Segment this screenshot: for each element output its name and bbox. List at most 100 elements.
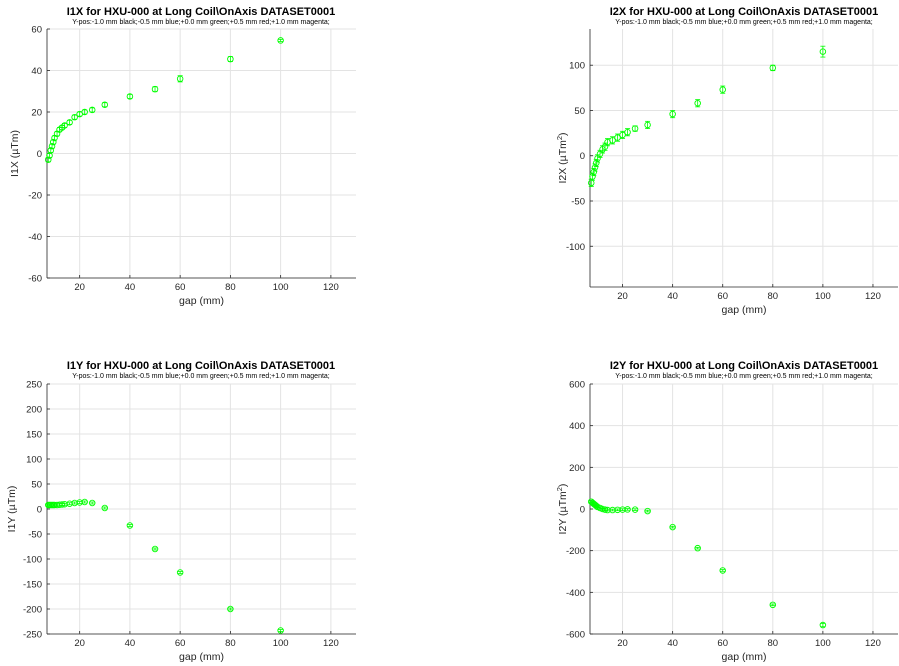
y-tick-label: 100 bbox=[26, 455, 42, 466]
y-tick-label: 20 bbox=[31, 108, 42, 119]
data-point bbox=[101, 101, 109, 108]
x-tick-label: 60 bbox=[175, 638, 186, 649]
data-point bbox=[88, 106, 96, 114]
data-point bbox=[227, 605, 234, 613]
x-tick-label: 100 bbox=[273, 282, 289, 293]
data-point bbox=[126, 522, 134, 529]
data-point bbox=[614, 134, 621, 141]
data-point bbox=[81, 108, 88, 116]
chart-subtitle: Y-pos:-1.0 mm black;-0.5 mm blue;+0.0 mm… bbox=[72, 19, 330, 26]
y-axis-label: I1X (µTm) bbox=[9, 130, 21, 177]
data-point bbox=[624, 128, 631, 136]
data-point bbox=[47, 147, 55, 154]
chart-title: I1Y for HXU-000 at Long Coil\OnAxis DATA… bbox=[67, 360, 335, 372]
chart-title: I1X for HXU-000 at Long Coil\OnAxis DATA… bbox=[67, 6, 336, 18]
y-axis-label: I2X (µTm2) bbox=[555, 132, 569, 183]
y-axis-label: I2Y (µTm2) bbox=[555, 484, 569, 535]
y-tick-label: -20 bbox=[28, 191, 42, 202]
chart-2: 20 40 60 80 100 120 -100 -50 0 50 100 I2X for HXU-0… bbox=[555, 6, 898, 316]
x-tick-label: 40 bbox=[125, 282, 136, 293]
y-tick-label: 50 bbox=[574, 106, 585, 117]
data-point bbox=[66, 119, 73, 126]
x-axis-label: gap (mm) bbox=[179, 295, 224, 307]
data-point bbox=[277, 37, 284, 44]
y-tick-label: -100 bbox=[566, 242, 585, 253]
data-point bbox=[50, 138, 57, 146]
y-axis-label-text: I2Y (µTm bbox=[557, 491, 569, 534]
data-point bbox=[81, 498, 88, 506]
y-tick-label: -400 bbox=[566, 588, 585, 599]
y-axis-label: I1Y (µTm) bbox=[6, 486, 18, 533]
y-tick-label: -60 bbox=[28, 274, 42, 285]
x-tick-label: 20 bbox=[74, 282, 85, 293]
x-tick-label: 120 bbox=[323, 638, 339, 649]
data-point bbox=[719, 567, 726, 574]
x-tick-label: 40 bbox=[125, 638, 136, 649]
y-tick-label: -250 bbox=[23, 630, 42, 641]
x-axis-label: gap (mm) bbox=[722, 651, 767, 663]
data-point bbox=[88, 499, 96, 507]
x-tick-label: 100 bbox=[815, 291, 831, 302]
data-point bbox=[631, 506, 639, 513]
y-tick-label: -50 bbox=[571, 197, 585, 208]
x-tick-label: 80 bbox=[768, 291, 779, 302]
y-tick-label: 200 bbox=[569, 463, 585, 474]
y-axis-label-text: I1X (µTm) bbox=[9, 130, 21, 177]
data-point bbox=[719, 86, 726, 93]
data-point bbox=[669, 523, 676, 531]
y-axis-label-text: I2X (µTm bbox=[557, 140, 569, 184]
chart-4: 20 40 60 80 100 120 -600 -400 -200 0 200 400 600 I2Y … bbox=[555, 360, 898, 663]
data-point bbox=[591, 164, 599, 171]
data-point bbox=[48, 142, 56, 150]
data-point bbox=[589, 173, 596, 180]
y-tick-label: -40 bbox=[28, 232, 42, 243]
y-tick-label: 50 bbox=[31, 480, 42, 491]
data-point bbox=[624, 506, 631, 513]
data-point bbox=[769, 601, 777, 609]
data-point bbox=[126, 93, 134, 100]
x-tick-label: 120 bbox=[865, 638, 881, 649]
data-point bbox=[176, 75, 184, 83]
data-point bbox=[694, 99, 701, 107]
data-point bbox=[590, 168, 598, 176]
x-tick-label: 100 bbox=[273, 638, 289, 649]
chart-title: I2X for HXU-000 at Long Coil\OnAxis DATA… bbox=[610, 6, 879, 18]
y-tick-label: 600 bbox=[569, 380, 585, 391]
y-tick-label: 0 bbox=[37, 505, 42, 516]
y-tick-label: -100 bbox=[23, 555, 42, 566]
chart-title: I2Y for HXU-000 at Long Coil\OnAxis DATA… bbox=[610, 360, 878, 372]
y-tick-label: 100 bbox=[569, 61, 585, 72]
data-point bbox=[614, 506, 621, 514]
y-tick-label: -600 bbox=[566, 630, 585, 641]
y-tick-label: -50 bbox=[28, 530, 42, 541]
y-axis-label-close: ) bbox=[557, 132, 569, 136]
data-point bbox=[609, 137, 616, 144]
x-tick-label: 20 bbox=[74, 638, 85, 649]
y-tick-label: 40 bbox=[31, 66, 42, 77]
data-point bbox=[619, 131, 626, 139]
data-point bbox=[151, 85, 159, 93]
data-point bbox=[769, 64, 777, 72]
chart-subtitle: Y-pos:-1.0 mm black;-0.5 mm blue;+0.0 mm… bbox=[615, 19, 873, 26]
data-point bbox=[45, 156, 52, 163]
y-tick-label: 200 bbox=[26, 405, 42, 416]
data-point bbox=[151, 545, 159, 553]
y-tick-label: -150 bbox=[23, 580, 42, 591]
x-tick-label: 40 bbox=[667, 638, 678, 649]
y-tick-label: 0 bbox=[580, 505, 585, 516]
chart-3: 20 40 60 80 100 120 -250 -200 -150 -100 -50 0 50 100 1… bbox=[6, 360, 356, 663]
data-point bbox=[604, 506, 611, 514]
data-point bbox=[669, 110, 676, 118]
data-point bbox=[227, 55, 234, 63]
x-tick-label: 80 bbox=[768, 638, 779, 649]
data-point bbox=[101, 504, 109, 512]
x-tick-label: 100 bbox=[815, 638, 831, 649]
y-axis-label-superscript: 2 bbox=[555, 487, 564, 491]
data-point bbox=[644, 121, 651, 129]
x-tick-label: 20 bbox=[617, 291, 628, 302]
y-tick-label: 0 bbox=[580, 151, 585, 162]
data-point bbox=[61, 501, 68, 508]
y-tick-label: -200 bbox=[566, 546, 585, 557]
y-tick-label: 0 bbox=[37, 149, 42, 160]
